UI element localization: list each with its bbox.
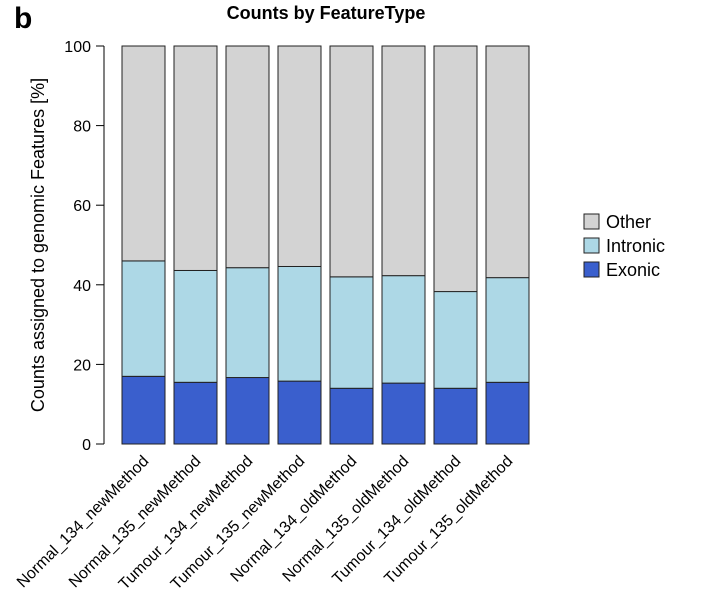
bar-segment-exonic <box>121 375 166 445</box>
bar-segment-other <box>277 45 322 267</box>
bar-segment-exonic <box>173 381 218 445</box>
legend-label-other: Other <box>606 212 651 232</box>
bar-segment-intronic <box>381 275 426 384</box>
bar-segment-intronic <box>433 291 478 389</box>
bar-segment-exonic <box>381 382 426 445</box>
y-tick-label: 100 <box>64 39 91 56</box>
bar-segment-exonic <box>225 377 270 445</box>
y-tick-label: 80 <box>73 119 91 136</box>
y-tick-label: 0 <box>82 437 91 454</box>
legend: Other Intronic Exonic <box>583 212 665 280</box>
bars <box>121 45 530 445</box>
bar-segment-exonic <box>329 387 374 445</box>
bar-segment-other <box>121 45 166 262</box>
y-tick-label: 40 <box>73 278 91 295</box>
bar-segment-other <box>225 45 270 269</box>
bar-segment-other <box>381 45 426 277</box>
bar-segment-other <box>433 45 478 293</box>
x-axis-labels: Normal_134_newMethodNormal_135_newMethod… <box>14 453 516 591</box>
bar-segment-intronic <box>173 269 218 383</box>
bar-segment-exonic <box>433 387 478 445</box>
legend-label-exonic: Exonic <box>606 260 660 280</box>
y-tick-label: 20 <box>73 357 91 374</box>
y-axis: 0 20 40 60 80 100 <box>64 39 105 454</box>
y-tick-label: 60 <box>73 198 91 215</box>
bar-segment-other <box>329 45 374 278</box>
bar-segment-intronic <box>485 277 530 383</box>
legend-swatch-exonic <box>583 261 600 278</box>
legend-swatch-other <box>583 213 600 230</box>
bar-segment-other <box>173 45 218 271</box>
bar-segment-exonic <box>485 381 530 445</box>
bar-segment-intronic <box>121 260 166 377</box>
legend-swatch-intronic <box>583 237 600 254</box>
bar-segment-intronic <box>225 267 270 379</box>
chart-title: Counts by FeatureType <box>227 3 426 23</box>
panel-label: b <box>14 2 33 35</box>
bar-segment-other <box>485 45 530 279</box>
bar-segment-exonic <box>277 380 322 445</box>
legend-label-intronic: Intronic <box>606 236 665 256</box>
bar-segment-intronic <box>277 265 322 382</box>
bar-segment-intronic <box>329 276 374 389</box>
y-axis-label: Counts assigned to genomic Features [%] <box>28 78 48 412</box>
